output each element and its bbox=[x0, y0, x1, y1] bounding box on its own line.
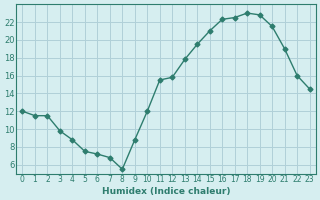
X-axis label: Humidex (Indice chaleur): Humidex (Indice chaleur) bbox=[102, 187, 230, 196]
